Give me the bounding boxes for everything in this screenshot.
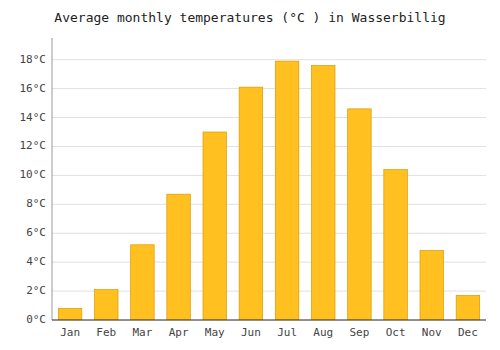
y-tick-label: 6°C [26, 226, 46, 239]
chart-svg: Average monthly temperatures (°C ) in Wa… [0, 0, 500, 350]
chart-container: Average monthly temperatures (°C ) in Wa… [0, 0, 500, 350]
title: Average monthly temperatures (°C ) in Wa… [54, 10, 445, 25]
y-tick-label: 10°C [20, 168, 47, 181]
x-tick-label: Nov [422, 326, 442, 339]
y-axis-line [52, 38, 53, 320]
x-tick-label: Jan [60, 326, 80, 339]
y-tick-label: 18°C [20, 53, 47, 66]
y-tick-label: 4°C [26, 255, 46, 268]
bars [58, 61, 479, 320]
x-tick-label: Feb [96, 326, 116, 339]
grid-line [52, 204, 486, 205]
bar [94, 290, 118, 320]
x-tick-label: Sep [349, 326, 369, 339]
bar [311, 65, 335, 320]
grid-line [52, 146, 486, 147]
bar [384, 170, 408, 320]
x-tick-label: Aug [313, 326, 333, 339]
bar [275, 61, 299, 320]
x-axis-line [52, 320, 486, 321]
bar [348, 109, 372, 320]
x-tick-label: Mar [132, 326, 152, 339]
x-tick-label: Jun [241, 326, 261, 339]
x-tick-label: Dec [458, 326, 478, 339]
bar [131, 245, 155, 320]
grid [52, 60, 486, 320]
grid-line [52, 88, 486, 89]
y-tick-label: 12°C [20, 139, 47, 152]
bar [167, 194, 191, 320]
y-tick-label: 16°C [20, 82, 47, 95]
grid-line [52, 175, 486, 176]
bar [239, 87, 263, 320]
bar [203, 132, 227, 320]
grid-line [52, 59, 486, 60]
x-tick-label: Apr [169, 326, 189, 339]
x-tick-label: May [205, 326, 225, 339]
x-tick-label: Jul [277, 326, 297, 339]
y-tick-label: 8°C [26, 197, 46, 210]
bar [58, 308, 82, 320]
grid-line [52, 117, 486, 118]
bar [456, 295, 480, 320]
grid-line [52, 320, 486, 321]
bar [420, 251, 444, 320]
y-tick-label: 2°C [26, 284, 46, 297]
y-tick-label: 14°C [20, 111, 47, 124]
x-tick-label: Oct [386, 326, 406, 339]
grid-line [52, 233, 486, 234]
y-tick-label: 0°C [26, 313, 46, 326]
